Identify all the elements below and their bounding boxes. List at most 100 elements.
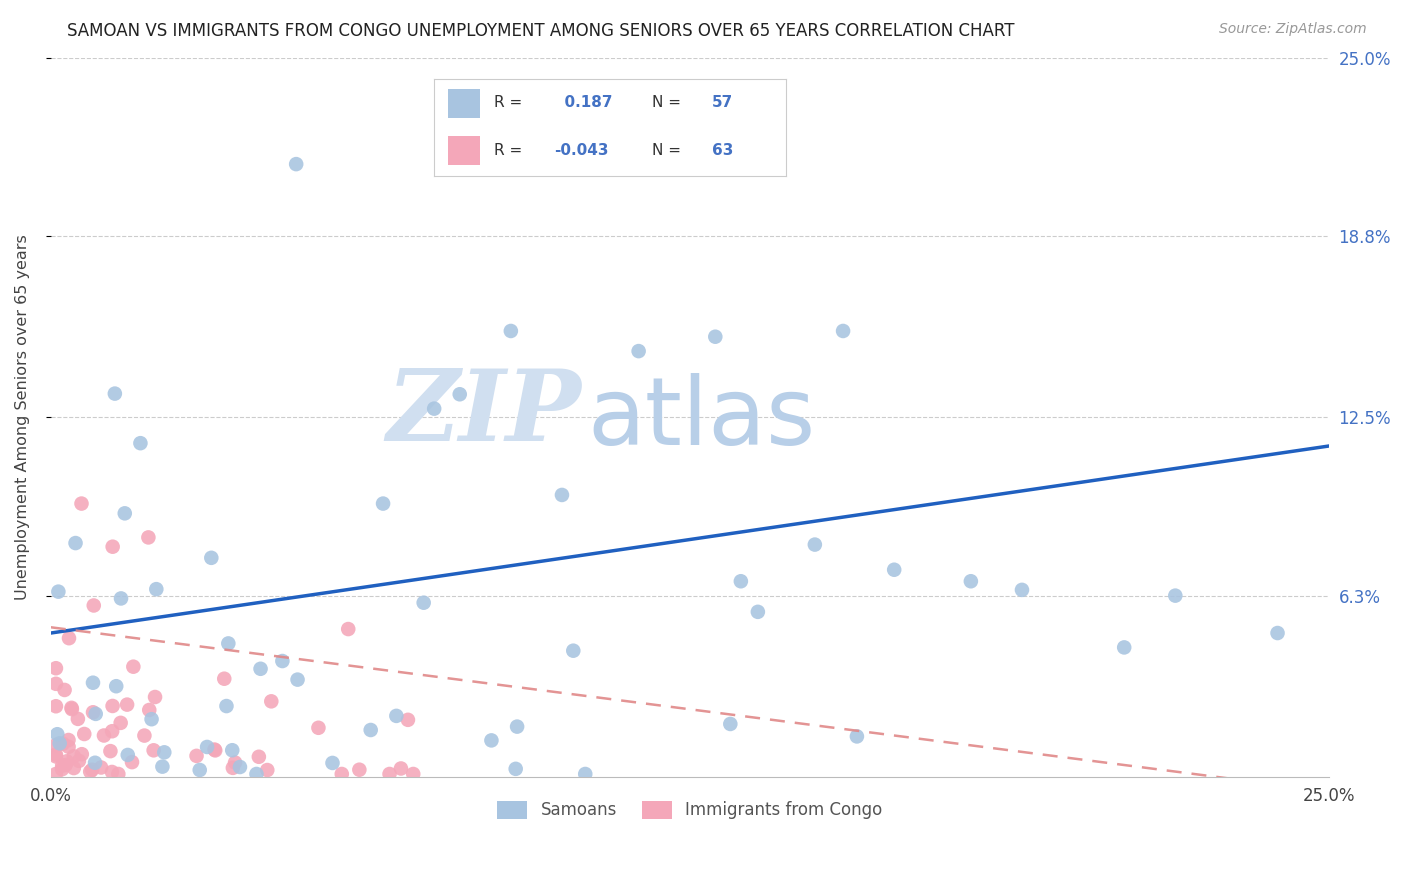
Point: [883, 563, 905, 577]
Point: [105, 679, 128, 693]
Point: [115, 698, 138, 712]
Point: [718, 717, 741, 731]
Point: [101, 764, 124, 779]
Point: [110, 591, 132, 606]
Point: [562, 643, 585, 657]
Point: [58, 733, 80, 747]
Point: [143, 690, 166, 704]
Point: [84, 756, 107, 770]
Point: [70, 747, 93, 762]
Point: [423, 401, 446, 416]
Point: [82, 763, 104, 777]
Point: [82, 675, 104, 690]
Point: [58, 739, 80, 754]
Point: [121, 755, 143, 769]
Point: [449, 387, 471, 401]
Point: [51, 758, 73, 772]
Point: [93, 729, 115, 743]
Point: [499, 324, 522, 338]
Point: [142, 743, 165, 757]
Point: [249, 662, 271, 676]
Point: [224, 756, 246, 770]
Point: [53, 682, 76, 697]
Point: [110, 715, 132, 730]
Point: [730, 574, 752, 589]
Point: [55, 755, 77, 769]
Point: [73, 727, 96, 741]
Point: [204, 743, 226, 757]
Point: [371, 497, 394, 511]
Point: [45, 677, 67, 691]
Point: [845, 730, 868, 744]
Point: [247, 749, 270, 764]
Point: [412, 596, 434, 610]
Point: [145, 582, 167, 596]
Point: [229, 760, 252, 774]
Point: [506, 720, 529, 734]
Point: [55, 758, 77, 772]
Point: [138, 530, 160, 544]
Point: [107, 767, 129, 781]
Point: [152, 759, 174, 773]
Point: [122, 659, 145, 673]
Point: [134, 729, 156, 743]
Point: [138, 703, 160, 717]
Point: [245, 767, 267, 781]
Point: [82, 706, 104, 720]
Point: [260, 694, 283, 708]
Point: [79, 764, 101, 779]
Point: [45, 699, 67, 714]
Point: [204, 742, 226, 756]
Point: [574, 767, 596, 781]
Point: [129, 436, 152, 450]
Point: [48, 584, 70, 599]
Point: [45, 661, 67, 675]
Point: [505, 762, 527, 776]
Text: Source: ZipAtlas.com: Source: ZipAtlas.com: [1219, 22, 1367, 37]
Point: [832, 324, 855, 338]
Point: [114, 506, 136, 520]
Point: [360, 723, 382, 737]
Point: [67, 754, 90, 768]
Point: [101, 698, 124, 713]
Point: [52, 737, 75, 751]
Point: [747, 605, 769, 619]
Point: [960, 574, 983, 589]
Point: [215, 699, 238, 714]
Point: [104, 386, 127, 401]
Point: [188, 763, 211, 777]
Point: [45, 767, 67, 781]
Point: [402, 767, 425, 781]
Point: [51, 762, 73, 776]
Text: SAMOAN VS IMMIGRANTS FROM CONGO UNEMPLOYMENT AMONG SENIORS OVER 65 YEARS CORRELA: SAMOAN VS IMMIGRANTS FROM CONGO UNEMPLOY…: [67, 22, 1015, 40]
Point: [1267, 626, 1289, 640]
Point: [222, 761, 245, 775]
Point: [48, 736, 70, 750]
Point: [101, 724, 124, 739]
Text: ZIP: ZIP: [387, 366, 581, 462]
Text: atlas: atlas: [588, 374, 815, 466]
Point: [45, 738, 67, 752]
Point: [200, 550, 222, 565]
Point: [117, 747, 139, 762]
Point: [46, 727, 69, 741]
Point: [186, 748, 208, 763]
Point: [214, 672, 236, 686]
Point: [45, 747, 67, 762]
Point: [221, 743, 243, 757]
Point: [58, 631, 80, 645]
Point: [285, 157, 308, 171]
Point: [45, 749, 67, 764]
Point: [70, 497, 93, 511]
Point: [62, 761, 84, 775]
Point: [271, 654, 294, 668]
Point: [83, 599, 105, 613]
Point: [627, 344, 650, 359]
Point: [60, 702, 83, 716]
Point: [321, 756, 343, 770]
Point: [62, 749, 84, 764]
Point: [256, 763, 278, 777]
Point: [307, 721, 329, 735]
Point: [90, 760, 112, 774]
Point: [60, 701, 83, 715]
